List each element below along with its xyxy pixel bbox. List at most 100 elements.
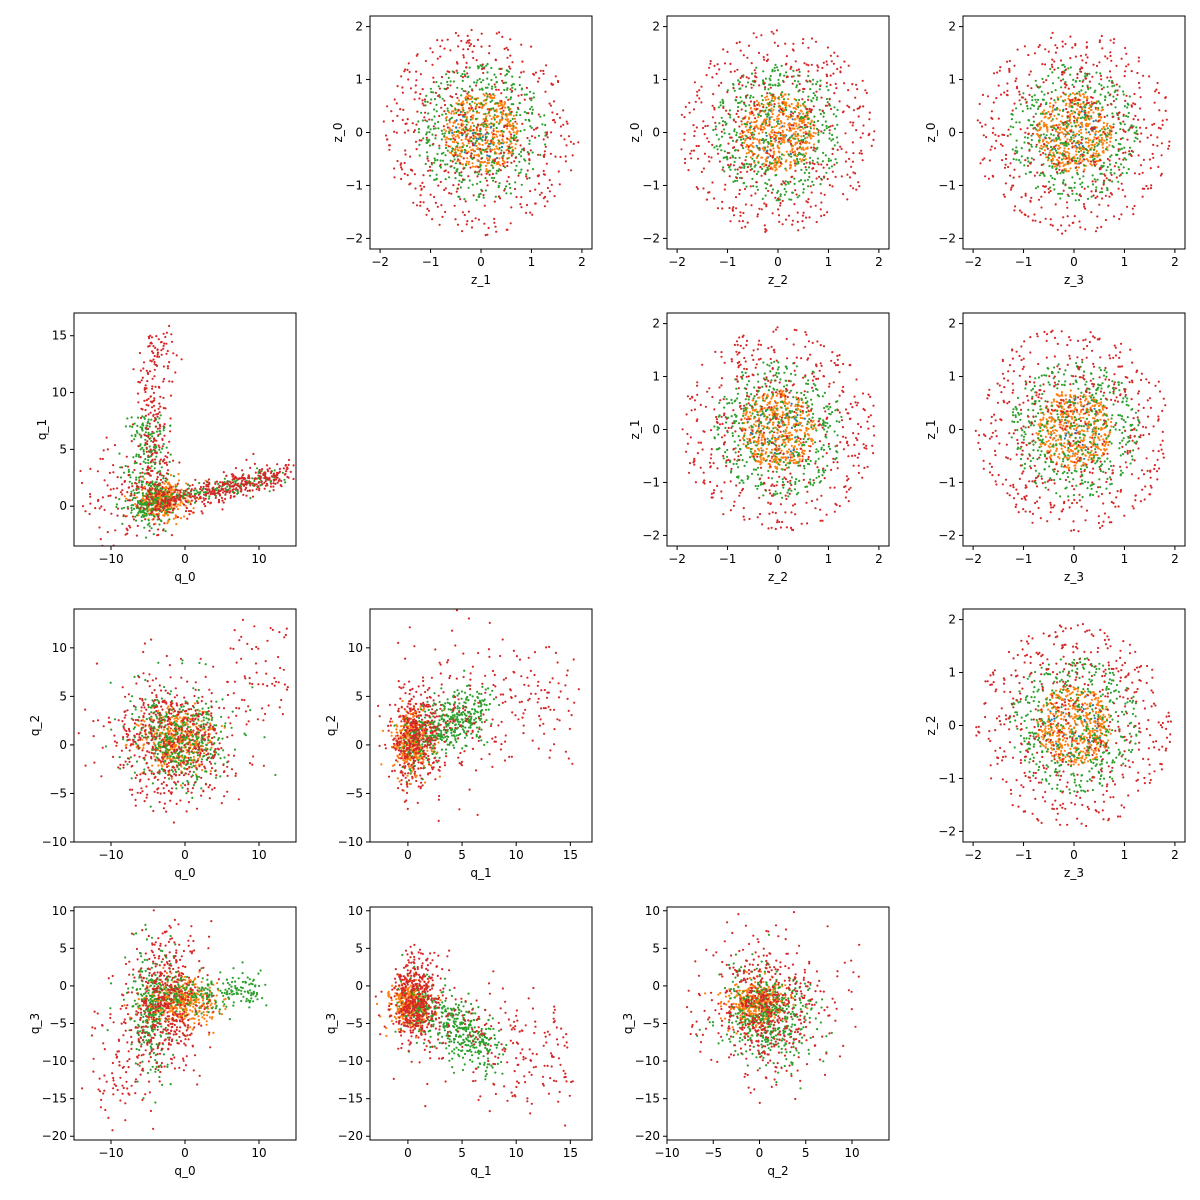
scatter-point (427, 126, 430, 129)
scatter-point (1057, 123, 1061, 126)
scatter-point (478, 111, 481, 114)
scatter-point (494, 133, 498, 136)
scatter-point (1118, 168, 1121, 171)
scatter-point (818, 88, 821, 91)
scatter-point (1153, 122, 1156, 125)
scatter-point (820, 201, 823, 204)
scatter-point (1126, 106, 1129, 109)
scatter-point (1108, 179, 1112, 182)
scatter-point (808, 107, 811, 110)
scatter-point (1127, 111, 1130, 115)
scatter-point (824, 120, 827, 123)
scatter-point (790, 110, 793, 114)
scatter-point (1086, 197, 1090, 200)
scatter-point (491, 96, 494, 99)
scatter-point (1157, 165, 1160, 168)
scatter-point (147, 433, 150, 436)
scatter-point (732, 164, 736, 167)
scatter-point (722, 120, 725, 123)
scatter-point (802, 211, 805, 214)
scatter-point (761, 128, 765, 131)
scatter-point (800, 135, 803, 138)
scatter-point (1049, 133, 1053, 136)
scatter-point (151, 435, 154, 438)
scatter-point (510, 84, 513, 87)
scatter-point (445, 73, 448, 76)
scatter-point (1026, 84, 1029, 87)
scatter-point (788, 129, 791, 132)
scatter-point (486, 139, 489, 142)
scatter-point (1125, 158, 1128, 161)
scatter-point (445, 141, 448, 144)
scatter-point (506, 180, 509, 183)
scatter-point (1026, 156, 1029, 159)
scatter-point (465, 164, 468, 167)
scatter-point (1094, 180, 1097, 183)
x-axis-label: z_1 (471, 273, 491, 287)
scatter-point (1093, 163, 1096, 166)
scatter-point (692, 108, 696, 111)
scatter-point (764, 96, 767, 99)
scatter-point (709, 60, 712, 63)
scatter-point (524, 118, 527, 121)
scatter-point (155, 487, 159, 490)
scatter-point (1085, 148, 1088, 152)
scatter-point (509, 186, 512, 190)
scatter-point (828, 184, 832, 187)
scatter-point (1102, 161, 1105, 164)
scatter-point (448, 70, 451, 74)
scatter-point (1073, 119, 1076, 122)
scatter-point (729, 113, 732, 116)
scatter-point (734, 98, 737, 101)
scatter-point (797, 229, 800, 232)
scatter-point (789, 161, 792, 164)
scatter-point (1062, 63, 1065, 66)
scatter-point (724, 121, 727, 124)
scatter-point (1086, 86, 1089, 89)
scatter-point (425, 131, 429, 134)
scatter-point (1041, 111, 1044, 114)
scatter-point (464, 96, 467, 99)
scatter-point (1080, 149, 1083, 152)
scatter-point (1084, 128, 1087, 131)
scatter-point (1078, 92, 1081, 95)
scatter-point (1070, 136, 1073, 139)
scatter-point (722, 128, 726, 131)
x-tick-label: 0 (1070, 255, 1078, 269)
scatter-point (1050, 97, 1053, 100)
scatter-point (1101, 191, 1104, 194)
scatter-point (539, 153, 542, 157)
scatter-point (507, 98, 510, 101)
scatter-point (1079, 68, 1082, 71)
scatter-point (1106, 131, 1109, 134)
scatter-points (382, 28, 580, 237)
scatter-point (1009, 162, 1012, 165)
scatter-point (1071, 98, 1074, 101)
scatter-point (779, 137, 782, 140)
scatter-point (482, 118, 485, 121)
scatter-point (784, 218, 788, 221)
scatter-point (552, 118, 556, 122)
scatter-point (458, 174, 461, 177)
scatter-point (443, 47, 446, 50)
scatter-point (460, 150, 463, 153)
scatter-point (1109, 131, 1112, 134)
scatter-point (680, 113, 683, 116)
y-axis-label: z_0 (628, 123, 642, 143)
scatter-point (470, 226, 474, 229)
scatter-point (1122, 128, 1125, 131)
scatter-point (854, 172, 857, 175)
scatter-point (728, 109, 732, 112)
scatter-point (429, 87, 432, 90)
scatter-point (448, 176, 451, 179)
scatter-point (806, 178, 810, 181)
scatter-point (424, 162, 427, 166)
scatter-point (1122, 93, 1125, 96)
scatter-point (1087, 101, 1090, 104)
scatter-point (990, 145, 993, 148)
scatter-point (1074, 80, 1077, 83)
scatter-point (1161, 123, 1164, 126)
scatter-point (1050, 63, 1053, 66)
scatter-point (1006, 94, 1009, 97)
scatter-point (788, 122, 792, 126)
